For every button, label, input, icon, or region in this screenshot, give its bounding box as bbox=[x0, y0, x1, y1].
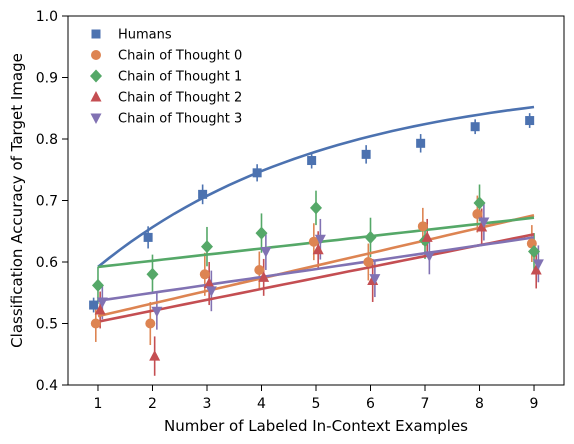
data-point bbox=[361, 149, 371, 159]
data-point bbox=[258, 271, 270, 282]
data-point bbox=[423, 251, 435, 262]
data-point bbox=[94, 303, 106, 315]
x-tick-label: 5 bbox=[312, 396, 321, 412]
data-point bbox=[473, 196, 486, 210]
fit-line bbox=[97, 105, 535, 268]
x-tick-label: 9 bbox=[530, 396, 539, 412]
x-tick-label: 6 bbox=[366, 396, 375, 412]
data-point bbox=[146, 267, 159, 281]
legend-label: Chain of Thought 1 bbox=[118, 70, 242, 85]
legend-marker bbox=[90, 113, 102, 124]
data-point bbox=[149, 350, 161, 361]
data-point bbox=[200, 240, 213, 254]
data-point bbox=[203, 277, 215, 289]
data-point bbox=[470, 122, 480, 132]
data-point bbox=[205, 286, 217, 297]
data-point bbox=[198, 189, 208, 199]
data-point bbox=[532, 259, 544, 270]
data-point bbox=[528, 245, 541, 259]
data-point bbox=[308, 236, 319, 247]
y-tick-label: 0.8 bbox=[36, 132, 58, 148]
legend-marker bbox=[91, 50, 101, 60]
x-tick-label: 3 bbox=[203, 396, 212, 412]
fit-line bbox=[97, 214, 535, 318]
legend-label: Chain of Thought 3 bbox=[118, 112, 242, 127]
x-tick-label: 8 bbox=[475, 396, 484, 412]
x-tick-label: 7 bbox=[421, 396, 430, 412]
y-axis-ticks: 0.4 0.5 0.6 0.7 0.8 0.9 1.0 bbox=[36, 9, 68, 394]
x-tick-label: 4 bbox=[257, 396, 266, 412]
y-tick-label: 0.7 bbox=[36, 194, 58, 210]
data-point bbox=[310, 201, 322, 215]
x-tick-label: 1 bbox=[94, 396, 103, 412]
data-point bbox=[255, 226, 268, 240]
data-point bbox=[416, 138, 426, 148]
legend-marker bbox=[91, 29, 101, 39]
data-point bbox=[252, 168, 262, 178]
y-tick-label: 0.6 bbox=[36, 255, 58, 271]
legend-label: Humans bbox=[118, 28, 172, 43]
legend-marker bbox=[90, 69, 102, 83]
data-point bbox=[260, 247, 272, 258]
data-point bbox=[478, 217, 490, 229]
data-markers bbox=[89, 116, 544, 361]
data-point bbox=[472, 209, 483, 220]
data-point bbox=[421, 231, 433, 242]
data-point bbox=[145, 318, 156, 329]
data-point bbox=[525, 116, 535, 126]
data-point bbox=[89, 300, 99, 310]
y-tick-label: 0.9 bbox=[36, 71, 58, 87]
data-point bbox=[369, 274, 381, 285]
legend-marker bbox=[90, 91, 102, 102]
data-point bbox=[199, 269, 210, 280]
data-point bbox=[363, 257, 374, 267]
data-point bbox=[151, 306, 163, 318]
legend-label: Chain of Thought 0 bbox=[118, 49, 242, 64]
legend: Humans Chain of Thought 0 Chain of Thought… bbox=[90, 28, 242, 127]
y-tick-label: 1.0 bbox=[36, 9, 58, 25]
data-point bbox=[314, 234, 326, 246]
data-point bbox=[91, 278, 104, 292]
data-point bbox=[417, 221, 428, 232]
data-point bbox=[307, 156, 317, 166]
fit-line bbox=[97, 236, 535, 302]
data-point bbox=[254, 264, 265, 275]
data-point bbox=[312, 243, 324, 255]
x-axis-ticks: 1 2 3 4 5 6 7 8 9 bbox=[94, 385, 539, 412]
x-axis-title: Number of Labeled In-Context Examples bbox=[164, 417, 468, 435]
legend-label: Chain of Thought 2 bbox=[118, 91, 242, 106]
data-point bbox=[143, 232, 153, 242]
data-point bbox=[90, 318, 101, 329]
data-point bbox=[96, 297, 108, 308]
y-tick-label: 0.4 bbox=[36, 378, 58, 394]
y-tick-label: 0.5 bbox=[36, 317, 58, 333]
y-axis-title: Classification Accuracy of Target Image bbox=[8, 53, 26, 348]
data-point bbox=[530, 263, 542, 275]
data-point bbox=[476, 220, 488, 232]
x-tick-label: 2 bbox=[148, 396, 157, 412]
data-point bbox=[364, 230, 377, 244]
